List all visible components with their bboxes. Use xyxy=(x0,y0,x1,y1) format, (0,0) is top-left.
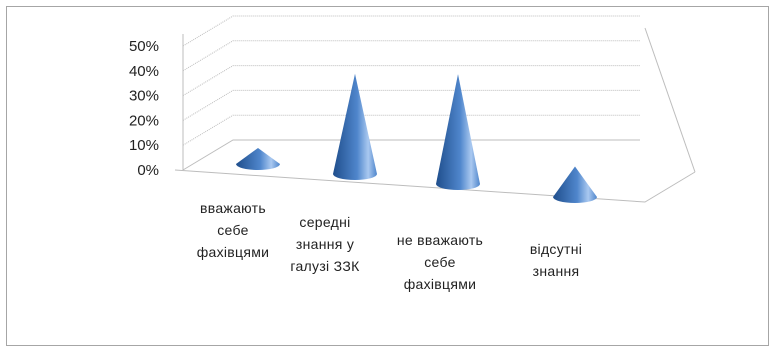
y-tick-label: 10% xyxy=(129,137,159,154)
y-tick-label: 40% xyxy=(129,63,159,80)
x-category-label: відсутні знання xyxy=(530,241,582,279)
gridline xyxy=(182,114,640,146)
chart-cones xyxy=(236,73,597,203)
gridline xyxy=(182,139,640,171)
y-tick-label: 0% xyxy=(137,162,159,179)
y-axis-ticks: 0% 10% 20% 30% 40% 50% xyxy=(129,38,159,179)
cone-chart: 0% 10% 20% 30% 40% 50% вважають себе фахівцями с… xyxy=(129,15,696,292)
y-tick-label: 30% xyxy=(129,88,159,105)
x-category-label: середні знання у галузі ЗЗК xyxy=(290,214,360,274)
chart-gridlines xyxy=(174,15,696,203)
y-tick-label: 50% xyxy=(129,38,159,55)
floor-edge xyxy=(174,169,696,203)
gridline xyxy=(182,15,640,47)
x-category-label: не вважають себе фахівцями xyxy=(397,232,483,292)
cone-bar xyxy=(553,166,597,203)
chart-frame xyxy=(6,6,769,346)
cone-bar xyxy=(236,147,280,170)
cone-bar xyxy=(436,74,480,190)
gridline xyxy=(182,65,640,97)
gridline xyxy=(182,40,640,72)
y-tick-label: 20% xyxy=(129,112,159,129)
x-axis-categories: вважають себе фахівцями середні знання у галу… xyxy=(197,200,582,292)
gridline xyxy=(182,89,640,121)
x-category-label: вважають себе фахівцями xyxy=(197,200,270,260)
right-wall-edge xyxy=(644,27,696,173)
cone-bar xyxy=(333,73,377,180)
